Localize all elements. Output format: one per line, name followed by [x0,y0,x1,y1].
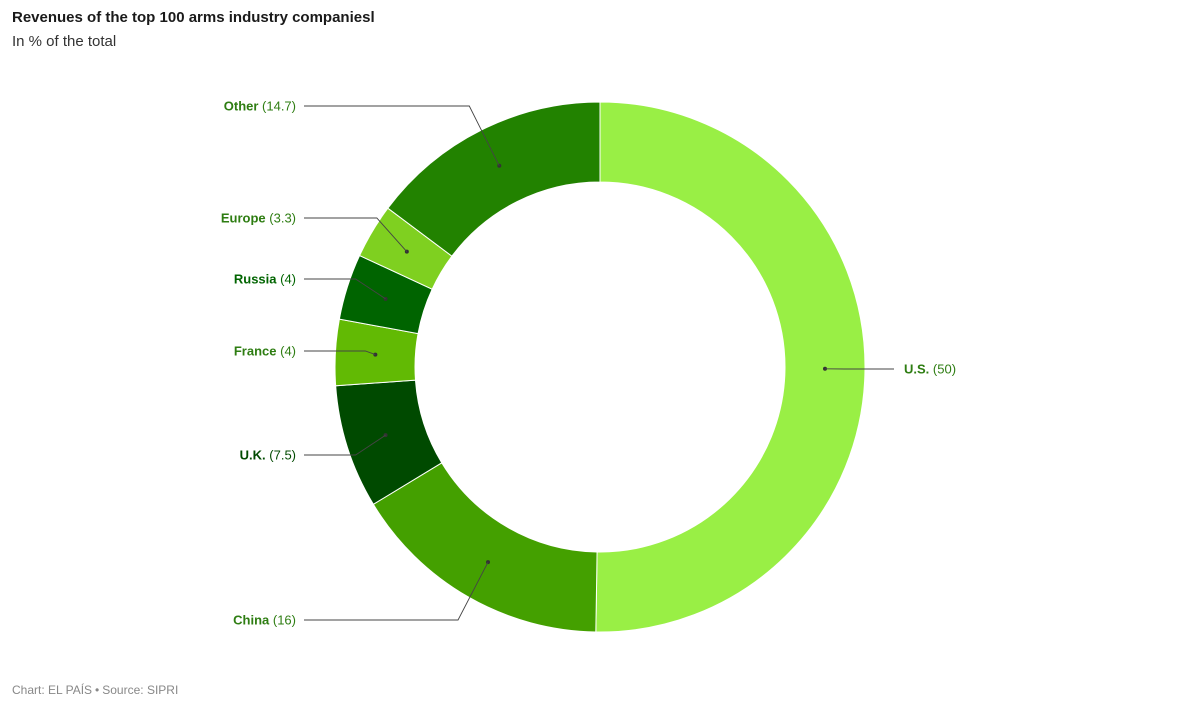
slice-china[interactable] [372,462,598,633]
leader-lines [304,105,894,621]
slice-label: Other (14.7) [224,99,296,114]
slice-label-name: U.S. [904,362,929,377]
slice-u-s[interactable] [595,101,866,633]
slice-label-value: (14.7) [258,99,296,114]
slice-label: U.K. (7.5) [240,448,296,463]
slice-label-value: (4) [277,344,297,359]
slice-label-value: (50) [929,362,956,377]
slice-label-value: (3.3) [266,211,296,226]
leader-line [304,105,500,167]
slice-label: China (16) [233,613,296,628]
slice-label-value: (4) [277,272,297,287]
chart-subtitle: In % of the total [12,33,117,50]
slice-label-name: Other [224,99,259,114]
slice-label-name: Europe [221,211,266,226]
leader-line [304,561,489,621]
footer-separator: • [95,683,100,697]
chart-title: Revenues of the top 100 arms industry co… [12,9,375,26]
slice-label-value: (7.5) [266,448,296,463]
slice-other[interactable] [387,101,601,257]
slice-label: Russia (4) [234,272,296,287]
chart-credit: Chart: EL PAÍS [12,683,93,697]
leader-line [304,350,376,355]
donut-slices [334,101,866,633]
slice-label-value: (16) [269,613,296,628]
slice-label-name: China [233,613,270,628]
slice-labels: U.S. (50)China (16)U.K. (7.5)France (4)R… [221,99,956,628]
slice-label: U.S. (50) [904,362,956,377]
slice-label: France (4) [234,344,296,359]
slice-label-name: Russia [234,272,277,287]
slice-label: Europe (3.3) [221,211,296,226]
slice-label-name: France [234,344,277,359]
chart-footer: Chart: EL PAÍS • Source: SIPRI [12,683,178,697]
source-credit: Source: SIPRI [102,683,179,697]
leader-line [304,434,386,456]
slice-label-name: U.K. [240,448,266,463]
leader-line [304,217,408,252]
leader-line [304,278,386,300]
